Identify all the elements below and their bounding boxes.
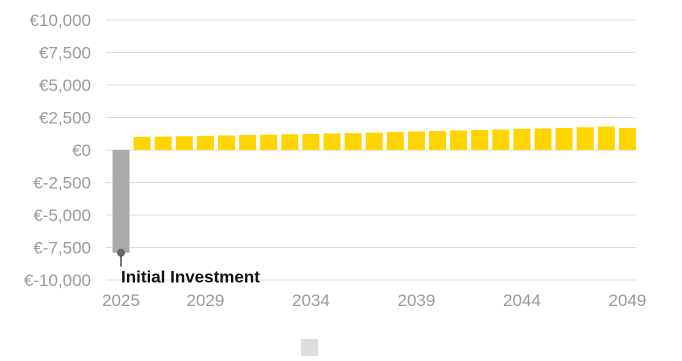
bar-2046[interactable] <box>555 127 573 150</box>
bar-2044[interactable] <box>513 128 531 150</box>
bar-2037[interactable] <box>365 132 383 150</box>
x-tick-label: 2029 <box>186 291 224 310</box>
bar-2045[interactable] <box>534 128 552 150</box>
bar-2028[interactable] <box>175 136 193 150</box>
y-tick-label: €2,500 <box>39 109 91 128</box>
x-tick-label: 2034 <box>292 291 330 310</box>
bar-2038[interactable] <box>386 132 404 150</box>
bar-2041[interactable] <box>450 130 468 151</box>
annotation-marker <box>117 248 125 257</box>
bars <box>112 126 636 253</box>
y-tick-label: €-7,500 <box>33 239 91 258</box>
x-tick-label: 2025 <box>102 291 140 310</box>
bar-2026[interactable] <box>133 137 151 150</box>
x-tick-label: 2039 <box>397 291 435 310</box>
bar-2047[interactable] <box>576 127 594 150</box>
bar-2027[interactable] <box>154 136 172 150</box>
bar-2039[interactable] <box>407 131 425 150</box>
y-axis: €10,000 €7,500 €5,000 €2,500 €0 €-2,500 €-5,00… <box>24 11 91 290</box>
y-tick-label: €10,000 <box>30 11 91 30</box>
y-tick-label: €-10,000 <box>24 271 91 290</box>
y-tick-label: €5,000 <box>39 76 91 95</box>
x-tick-label: 2049 <box>608 291 646 310</box>
bar-2036[interactable] <box>344 133 362 150</box>
bar-2040[interactable] <box>429 131 446 150</box>
annotation: Initial Investment <box>117 248 260 287</box>
y-tick-label: €-2,500 <box>33 174 91 193</box>
bar-2032[interactable] <box>260 134 278 150</box>
bar-2048[interactable] <box>597 126 615 150</box>
bar-2025[interactable] <box>112 150 130 253</box>
bar-2043[interactable] <box>492 129 510 150</box>
bar-2030[interactable] <box>218 135 235 150</box>
bar-2029[interactable] <box>196 135 214 150</box>
bar-2049[interactable] <box>618 127 636 150</box>
annotation-label: Initial Investment <box>121 268 260 287</box>
y-tick-label: €-5,000 <box>33 206 91 225</box>
bar-2035[interactable] <box>323 133 341 150</box>
y-tick-label: €7,500 <box>39 44 91 63</box>
bar-2034[interactable] <box>302 133 320 150</box>
x-tick-label: 2044 <box>503 291 541 310</box>
bar-2033[interactable] <box>281 134 299 150</box>
y-tick-label: €0 <box>72 141 91 160</box>
x-axis: 2025 2029 2034 2039 2044 2049 <box>102 291 646 310</box>
bar-2042[interactable] <box>471 129 489 150</box>
bar-2031[interactable] <box>239 135 257 150</box>
legend-swatch[interactable] <box>301 339 318 356</box>
